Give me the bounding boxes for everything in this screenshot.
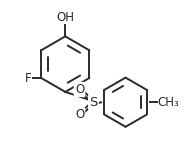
Text: S: S bbox=[89, 96, 98, 109]
Text: F: F bbox=[25, 72, 32, 84]
Text: CH₃: CH₃ bbox=[158, 96, 179, 109]
Text: O: O bbox=[75, 108, 84, 121]
Text: OH: OH bbox=[56, 12, 74, 24]
Text: O: O bbox=[75, 83, 84, 96]
